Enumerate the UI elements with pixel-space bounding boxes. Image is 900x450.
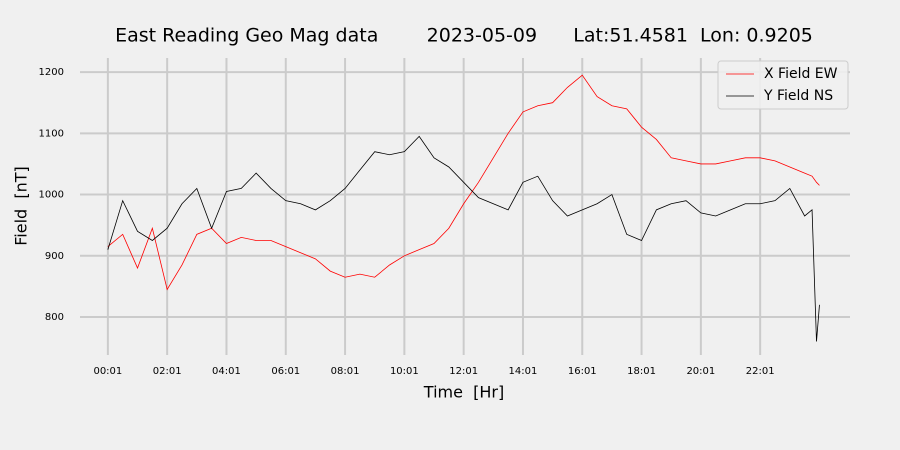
y-tick-label: 1200 — [39, 67, 64, 78]
y-tick-label: 800 — [45, 312, 64, 323]
x-tick-label: 04:01 — [212, 366, 241, 377]
y-tick-label: 1000 — [39, 190, 64, 201]
chart-title: East Reading Geo Mag data 2023-05-09 Lat… — [115, 25, 813, 47]
x-tick-label: 16:01 — [568, 366, 597, 377]
x-tick-label: 08:01 — [331, 366, 360, 377]
x-tick-label: 14:01 — [509, 366, 538, 377]
x-axis-label: Time [Hr] — [423, 383, 504, 402]
x-tick-label: 18:01 — [627, 366, 656, 377]
data-line — [107, 135, 820, 342]
legend-label: X Field EW — [764, 66, 838, 82]
x-tick-label: 00:01 — [93, 366, 122, 377]
x-tick-label: 06:01 — [271, 366, 300, 377]
legend-box — [717, 60, 849, 110]
x-tick-label: 12:01 — [449, 366, 478, 377]
data-line — [107, 74, 820, 291]
x-tick-label: 10:01 — [390, 366, 419, 377]
legend-label: Y Field NS — [763, 88, 833, 104]
y-tick-label: 900 — [45, 251, 64, 262]
y-axis-label: Field [nT] — [12, 166, 31, 246]
y-tick-label: 1100 — [39, 128, 64, 139]
x-tick-label: 02:01 — [153, 366, 182, 377]
x-tick-label: 20:01 — [686, 366, 715, 377]
x-tick-label: 22:01 — [746, 366, 775, 377]
